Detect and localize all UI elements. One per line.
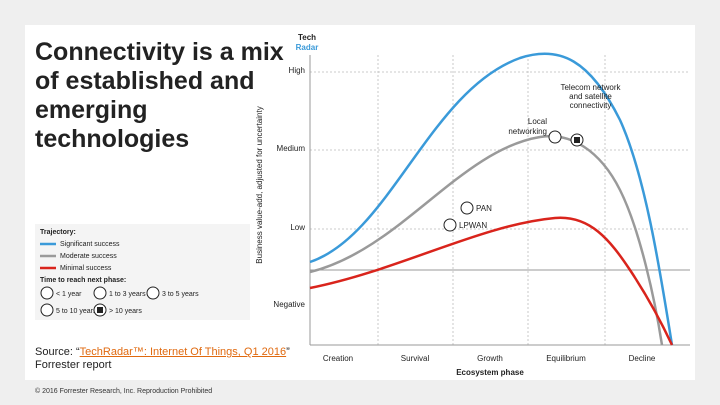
phase-label: Growth [477,354,503,363]
source-text: Source: “ [35,346,80,358]
tech-marker-square [574,137,580,143]
y-axis-label: Business value-add, adjusted for uncerta… [255,106,264,263]
legend-item: Moderate success [60,253,117,260]
legend-heading: Trajectory: [40,229,76,236]
time-icon [146,286,160,300]
phase-label: Survival [401,354,430,363]
annotation: Telecom network and satellite connectivi… [560,83,621,110]
legend-item: Minimal success [60,265,112,272]
phase-label: Decline [629,354,656,363]
grid [310,55,690,345]
logo: Tech [298,33,316,42]
time-icon-square [97,307,103,313]
phase-label: Equilibrium [546,354,586,363]
annotation-box: Telecom network and satellite connectivi… [560,83,621,110]
time-label: 5 to 10 years [56,308,97,315]
annotation: LPWAN [459,221,487,230]
y-level: High [289,66,305,75]
annotation-box: Local networking [508,117,547,136]
success-curve [309,52,674,346]
legend: Trajectory: Significant success Moderate… [35,224,250,320]
annotation: PAN [476,204,492,213]
annotation: Local networking [508,117,547,136]
phase-label: Creation [323,354,353,363]
source-note: Source: “TechRadar™: Internet Of Things,… [35,346,290,372]
y-level: Negative [273,300,305,309]
slide-title: Connectivity is a mix of established and… [35,38,284,153]
y-level: Low [290,223,305,232]
source-text: ” Forrester report [35,346,290,371]
time-icon [40,286,54,300]
legend-heading: Time to reach next phase: [40,277,126,284]
time-label: < 1 year [56,291,82,298]
legend-item: Significant success [60,241,120,248]
time-icon [40,303,54,317]
time-label: 1 to 3 years [109,291,146,298]
legend-box [35,224,250,320]
x-axis-label: Ecosystem phase [456,368,524,377]
time-label: > 10 years [109,308,142,315]
moderate-curve [309,134,664,346]
footer: © 2016 Forrester Research, Inc. Reproduc… [35,388,213,395]
minimal-curve [309,216,674,346]
logo: Radar [296,43,319,52]
tech-marker [443,218,457,232]
time-icon [93,286,107,300]
slide-panel [25,25,695,380]
y-level: Medium [277,144,306,153]
tech-marker [548,130,562,144]
time-label: 3 to 5 years [162,291,199,298]
source-link[interactable]: TechRadar™: Internet Of Things, Q1 2016 [79,346,287,358]
tech-marker [460,201,474,215]
